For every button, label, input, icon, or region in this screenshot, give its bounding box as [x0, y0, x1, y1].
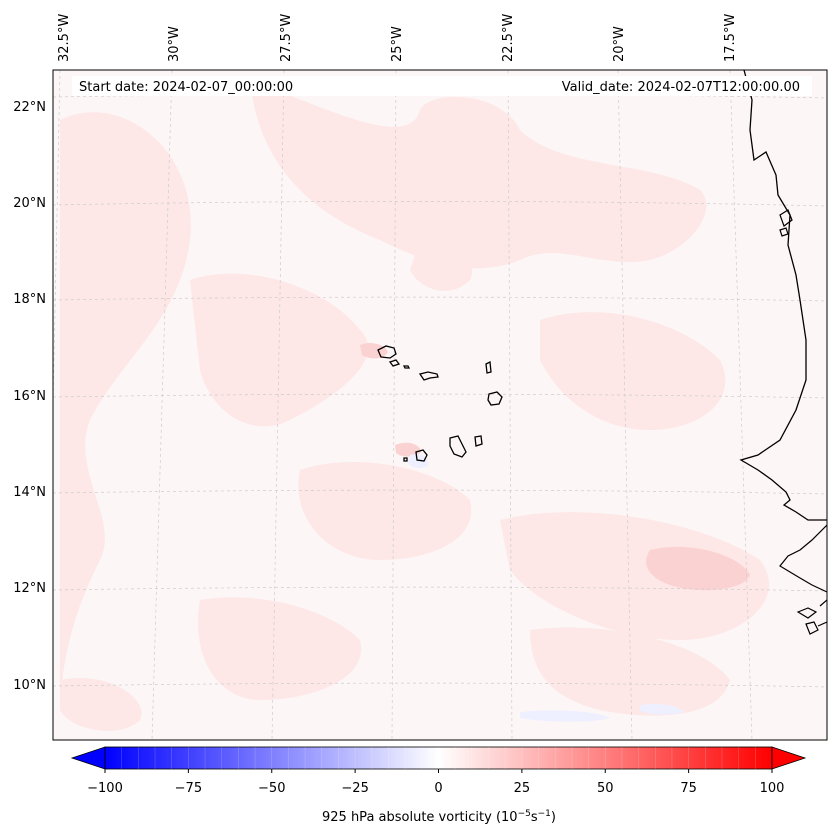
island-sao-vicente — [388, 359, 401, 367]
colorbar-tick-label: −100 — [87, 781, 123, 796]
lon-label-22-5w: 22.5°W — [501, 14, 516, 62]
colorbar-tick-label: 50 — [597, 781, 614, 796]
valid-date-label: Valid_date: 2024-02-07T12:00:00.00 — [562, 80, 800, 95]
island-maio — [474, 435, 483, 447]
colorbar-tick-label: 100 — [760, 781, 785, 796]
lon-label-25w: 25°W — [390, 26, 405, 62]
island-sal — [485, 360, 492, 374]
lat-label-22n: 22°N — [13, 100, 46, 115]
colorbar-label-close: ) — [551, 810, 556, 825]
lat-label-10n: 10°N — [13, 678, 46, 693]
colorbar-extend-min — [70, 746, 106, 770]
latitude-labels: 22°N 20°N 18°N 16°N 14°N 12°N 10°N — [13, 100, 46, 693]
cape-verde-islands — [377, 345, 503, 462]
colorbar-tick-label: 25 — [514, 781, 531, 796]
bijagos-coast — [779, 524, 827, 593]
lat-label-18n: 18°N — [13, 292, 46, 307]
vorticity-field-negative — [408, 454, 684, 722]
lon-label-17-5w: 17.5°W — [723, 14, 738, 62]
colorbar-label-main: 925 hPa absolute vorticity (10 — [322, 810, 518, 825]
colorbar-tick-label: 75 — [680, 781, 697, 796]
island-brava — [403, 457, 408, 462]
lon-label-27-5w: 27.5°W — [279, 14, 294, 62]
header-bar — [72, 76, 812, 96]
start-date-label: Start date: 2024-02-07_00:00:00 — [79, 80, 293, 95]
lon-label-32-5w: 32.5°W — [57, 14, 72, 62]
island-boa-vista — [487, 391, 503, 406]
lat-label-16n: 16°N — [13, 389, 46, 404]
island-sao-nicolau — [418, 371, 439, 381]
colorbar-label: 925 hPa absolute vorticity (10−5s−1) — [322, 809, 556, 825]
colorbar-label-exp2: −1 — [538, 809, 551, 819]
guinea-islands — [796, 599, 827, 635]
lat-label-12n: 12°N — [13, 581, 46, 596]
banc-arguin-islands — [779, 209, 793, 237]
colorbar-tick-label: −25 — [341, 781, 368, 796]
colorbar-ticks: −100 −75 −50 −25 0 25 50 75 100 — [87, 747, 784, 796]
lon-label-20w: 20°W — [612, 26, 627, 62]
colorbar: −100 −75 −50 −25 0 25 50 75 100 925 hPa absolute… — [70, 746, 807, 825]
map-area — [53, 70, 827, 740]
colorbar-extend-max — [771, 746, 807, 770]
island-santiago — [449, 435, 467, 458]
graticule — [53, 70, 827, 740]
lat-label-14n: 14°N — [13, 485, 46, 500]
island-fogo — [415, 449, 428, 462]
map-frame — [52, 69, 828, 741]
colorbar-label-unit: s — [531, 810, 538, 825]
lat-label-20n: 20°N — [13, 196, 46, 211]
colorbar-label-exp1: −5 — [518, 809, 531, 819]
island-santa-luzia — [402, 365, 411, 369]
longitude-labels: 32.5°W 30°W 27.5°W 25°W 22.5°W 20°W 17.5… — [57, 14, 738, 62]
vorticity-field — [60, 80, 769, 731]
colorbar-tick-label: −50 — [258, 781, 285, 796]
vorticity-field-strong — [360, 342, 750, 591]
lon-label-30w: 30°W — [167, 26, 182, 62]
island-santo-antao — [377, 345, 397, 359]
colorbar-tick-label: 0 — [434, 781, 442, 796]
colorbar-tick-label: −75 — [175, 781, 202, 796]
african-coastline — [739, 70, 827, 521]
